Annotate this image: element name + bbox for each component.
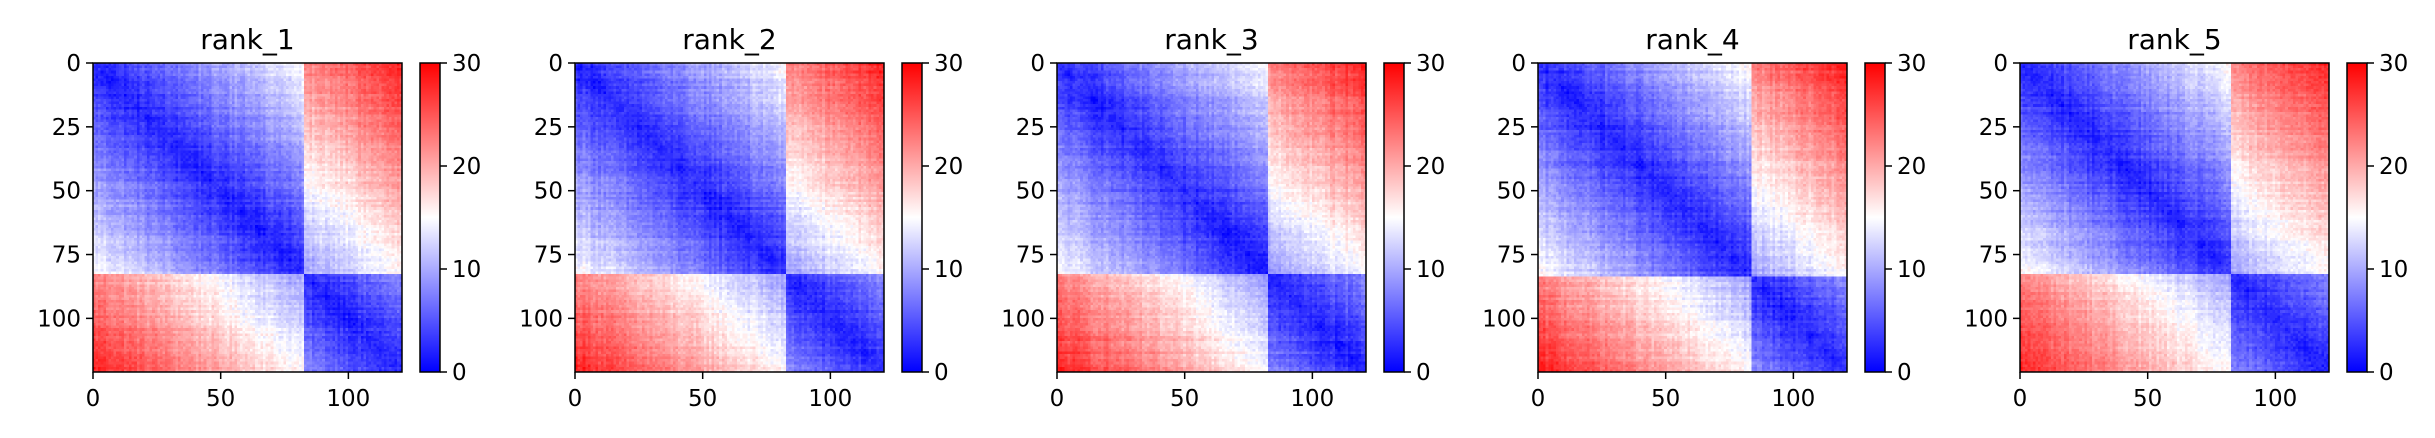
plot-frame [574,62,885,373]
panel-title: rank_3 [1164,23,1258,56]
y-tick-label: 75 [1979,243,2008,269]
y-tick-label: 50 [1497,179,1526,205]
colorbar-tick-label: 0 [2379,360,2394,386]
y-tick-label: 100 [1001,306,1045,332]
x-tick-label: 0 [86,386,101,412]
y-tick-label: 75 [1497,243,1526,269]
colorbar-tick-label: 30 [1416,51,1445,77]
colorbar-tick-label: 0 [1897,360,1912,386]
panel-title: rank_4 [1645,23,1739,56]
y-tick-label: 0 [1511,51,1526,77]
colorbar-tick-label: 20 [934,154,963,180]
colorbar-tick-label: 0 [934,360,949,386]
colorbar [419,62,441,373]
panel-5: rank_5 0 50 100 0 25 50 75 100 0 10 20 30 [1964,23,2408,412]
x-tick-label: 100 [1290,386,1334,412]
x-tick-label: 50 [1170,386,1199,412]
y-tick-label: 0 [1030,51,1045,77]
x-tick-label: 100 [808,386,852,412]
colorbar [901,62,923,373]
colorbar-tick-label: 30 [452,51,481,77]
plot-frame [92,62,403,373]
y-tick-label: 75 [534,243,563,269]
panel-1: rank_1 0 50 100 0 25 50 75 100 0 10 20 30 [37,23,481,412]
y-tick-label: 100 [37,306,81,332]
colorbar-tick-label: 30 [2379,51,2408,77]
plot-frame [2019,62,2330,373]
panel-2: rank_2 0 50 100 0 25 50 75 100 0 10 20 30 [519,23,963,412]
y-tick-label: 50 [52,179,81,205]
heatmap-image [575,63,884,372]
panel-title: rank_5 [2127,23,2221,56]
plot-frame [1537,62,1848,373]
heatmap-image [93,63,402,372]
y-tick-label: 25 [1497,115,1526,141]
panel-title: rank_1 [200,23,294,56]
colorbar [2346,62,2368,373]
x-tick-label: 0 [1531,386,1546,412]
colorbar-tick-label: 20 [2379,154,2408,180]
x-tick-label: 50 [1651,386,1680,412]
colorbar [1383,62,1405,373]
y-tick-label: 0 [548,51,563,77]
colorbar-tick-label: 20 [1416,154,1445,180]
y-tick-label: 75 [1016,243,1045,269]
y-tick-label: 25 [534,115,563,141]
y-tick-label: 50 [534,179,563,205]
y-tick-label: 100 [1964,306,2008,332]
colorbar-tick-label: 10 [452,257,481,283]
y-tick-label: 100 [1482,306,1526,332]
heatmap-image [1057,63,1366,372]
y-tick-label: 25 [52,115,81,141]
y-tick-label: 25 [1979,115,2008,141]
colorbar-tick-label: 10 [2379,257,2408,283]
x-tick-label: 50 [688,386,717,412]
colorbar-tick-label: 10 [1897,257,1926,283]
panel-title: rank_2 [682,23,776,56]
y-tick-label: 50 [1979,179,2008,205]
x-tick-label: 0 [1050,386,1065,412]
y-tick-label: 100 [519,306,563,332]
y-tick-label: 0 [66,51,81,77]
x-tick-label: 100 [2253,386,2297,412]
x-tick-label: 100 [1771,386,1815,412]
x-tick-label: 50 [2133,386,2162,412]
colorbar-tick-label: 20 [1897,154,1926,180]
colorbar-tick-label: 20 [452,154,481,180]
y-tick-label: 25 [1016,115,1045,141]
colorbar-tick-label: 30 [934,51,963,77]
colorbar [1864,62,1886,373]
plot-frame [1056,62,1367,373]
colorbar-tick-label: 10 [1416,257,1445,283]
colorbar-tick-label: 0 [1416,360,1431,386]
panel-3: rank_3 0 50 100 0 25 50 75 100 0 10 20 30 [1001,23,1445,412]
panel-4: rank_4 0 50 100 0 25 50 75 100 0 10 20 30 [1482,23,1926,412]
colorbar-tick-label: 10 [934,257,963,283]
y-tick-label: 75 [52,243,81,269]
x-tick-label: 0 [568,386,583,412]
colorbar-tick-label: 0 [452,360,467,386]
x-tick-label: 50 [206,386,235,412]
colorbar-tick-label: 30 [1897,51,1926,77]
x-tick-label: 100 [326,386,370,412]
y-tick-label: 0 [1993,51,2008,77]
x-tick-label: 0 [2013,386,2028,412]
heatmap-image [1538,63,1847,372]
y-tick-label: 50 [1016,179,1045,205]
heatmap-image [2020,63,2329,372]
